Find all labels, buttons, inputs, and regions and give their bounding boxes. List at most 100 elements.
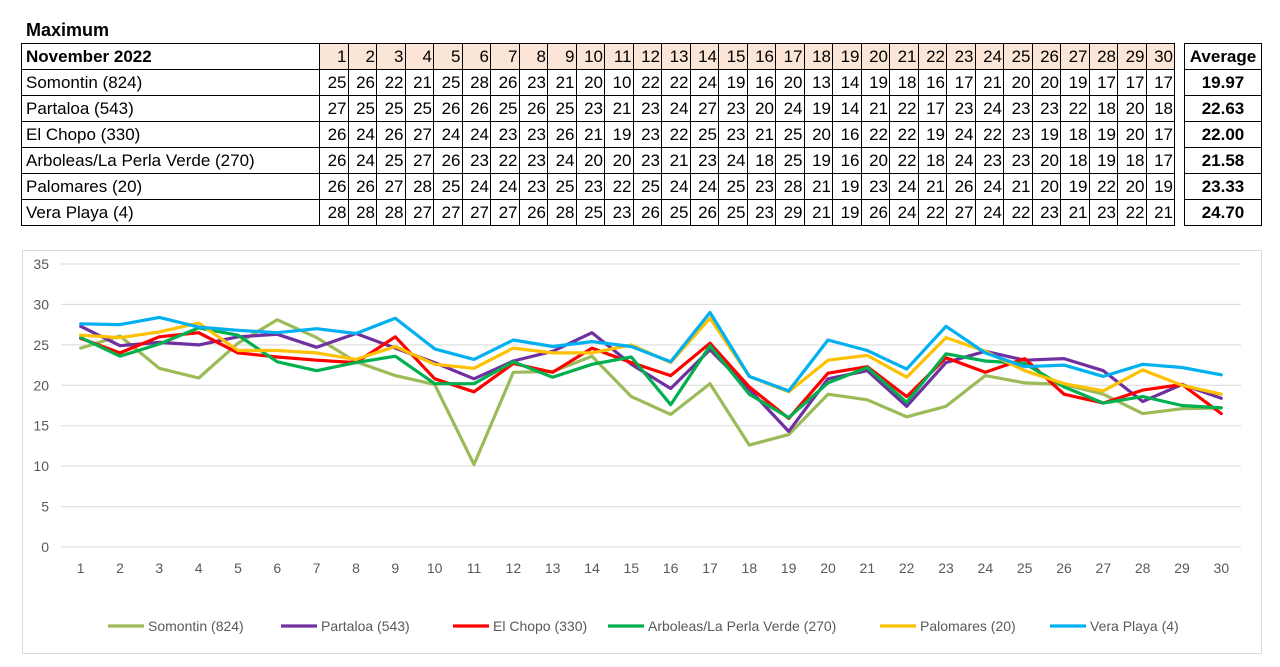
x-tick-label: 24: [978, 560, 994, 576]
temperature-cell: 23: [746, 199, 776, 226]
temperature-cell: 24: [490, 173, 520, 200]
temperature-cell: 23: [946, 95, 976, 122]
temperature-cell: 17: [1117, 69, 1147, 96]
temperature-cell: 23: [575, 173, 605, 200]
temperature-cell: 23: [632, 147, 662, 174]
day-header: 29: [1117, 43, 1147, 70]
temperature-cell: 28: [404, 173, 434, 200]
day-header: 23: [946, 43, 976, 70]
average-table: Average 19.97 22.63 22.00 21.58 23.33 24.70: [1184, 43, 1262, 226]
day-header: 20: [860, 43, 890, 70]
y-tick-label: 10: [33, 458, 49, 474]
temperature-cell: 22: [490, 147, 520, 174]
temperature-cell: 22: [604, 173, 634, 200]
temperature-cell: 19: [803, 147, 833, 174]
day-header: 26: [1031, 43, 1061, 70]
temperature-cell: 27: [946, 199, 976, 226]
temperature-cell: 20: [775, 69, 805, 96]
temperature-cell: 24: [347, 147, 377, 174]
temperature-cell: 27: [404, 199, 434, 226]
temperature-cell: 28: [461, 69, 491, 96]
y-tick-label: 35: [33, 256, 49, 272]
average-label: Average: [1184, 43, 1262, 70]
day-header: 19: [832, 43, 862, 70]
temperature-cell: 23: [1088, 199, 1118, 226]
temperature-cell: 26: [319, 173, 349, 200]
temperature-cell: 24: [718, 147, 748, 174]
average-value: 22.00: [1184, 121, 1262, 148]
temperature-cell: 24: [661, 95, 691, 122]
temperature-cell: 28: [347, 199, 377, 226]
temperature-cell: 25: [575, 199, 605, 226]
x-tick-label: 27: [1096, 560, 1112, 576]
temperature-cell: 23: [1031, 199, 1061, 226]
temperature-cell: 17: [946, 69, 976, 96]
temperature-cell: 20: [1031, 69, 1061, 96]
temperature-cell: 23: [490, 121, 520, 148]
x-tick-label: 3: [155, 560, 163, 576]
temperature-cell: 24: [775, 95, 805, 122]
day-header: 9: [547, 43, 577, 70]
temperature-cell: 22: [632, 69, 662, 96]
temperature-cell: 20: [1031, 173, 1061, 200]
x-tick-label: 7: [313, 560, 321, 576]
temperature-cell: 26: [518, 199, 548, 226]
average-row: 19.97: [1184, 69, 1262, 96]
day-header: 1: [319, 43, 349, 70]
temperature-cell: 25: [319, 69, 349, 96]
temperature-cell: 24: [689, 69, 719, 96]
temperature-cell: 25: [775, 121, 805, 148]
temperature-cell: 19: [1088, 121, 1118, 148]
temperature-cell: 19: [860, 69, 890, 96]
x-tick-label: 15: [624, 560, 640, 576]
temperature-cell: 28: [319, 199, 349, 226]
station-name: Palomares (20): [21, 173, 320, 200]
temperature-cell: 26: [319, 121, 349, 148]
temperature-cell: 23: [575, 95, 605, 122]
temperature-cell: 23: [604, 199, 634, 226]
day-header: 8: [518, 43, 548, 70]
temperature-cell: 27: [490, 199, 520, 226]
x-tick-label: 12: [506, 560, 522, 576]
temperature-cell: 22: [661, 121, 691, 148]
table-row: Partaloa (543) 27 25 25 25 26 26 25 26 25 23 21 23 24…: [21, 95, 1175, 122]
day-header: 2: [347, 43, 377, 70]
day-header: 22: [917, 43, 947, 70]
temperature-cell: 27: [404, 147, 434, 174]
x-tick-label: 14: [584, 560, 600, 576]
legend-label: Somontin (824): [148, 618, 244, 634]
average-row: 22.63: [1184, 95, 1262, 122]
temperature-cell: 14: [832, 69, 862, 96]
legend-label: El Chopo (330): [493, 618, 587, 634]
temperature-cell: 23: [1003, 95, 1033, 122]
series-line: [79, 310, 1223, 393]
day-header: 10: [575, 43, 605, 70]
temperature-cell: 26: [433, 95, 463, 122]
temperature-cell: 22: [917, 199, 947, 226]
average-row: 21.58: [1184, 147, 1262, 174]
temperature-cell: 16: [832, 121, 862, 148]
average-value: 23.33: [1184, 173, 1262, 200]
temperature-cell: 26: [347, 173, 377, 200]
temperature-cell: 20: [1003, 69, 1033, 96]
y-tick-label: 30: [33, 296, 49, 312]
y-tick-label: 20: [33, 377, 49, 393]
day-header: 11: [604, 43, 634, 70]
temperature-cell: 19: [1145, 173, 1175, 200]
temperature-cell: 22: [889, 95, 919, 122]
table-row: Arboleas/La Perla Verde (270) 26 24 25 27 26 2…: [21, 147, 1175, 174]
temperature-cell: 26: [689, 199, 719, 226]
temperature-cell: 20: [1117, 121, 1147, 148]
temperature-cell: 17: [1145, 121, 1175, 148]
y-tick-label: 25: [33, 337, 49, 353]
x-tick-label: 11: [467, 560, 482, 576]
temperature-cell: 21: [404, 69, 434, 96]
day-header: 18: [803, 43, 833, 70]
temperature-cell: 18: [1088, 95, 1118, 122]
temperature-cell: 23: [718, 95, 748, 122]
temperature-cell: 10: [604, 69, 634, 96]
day-header: 16: [746, 43, 776, 70]
temperature-cell: 18: [1145, 95, 1175, 122]
temperature-cell: 23: [718, 121, 748, 148]
